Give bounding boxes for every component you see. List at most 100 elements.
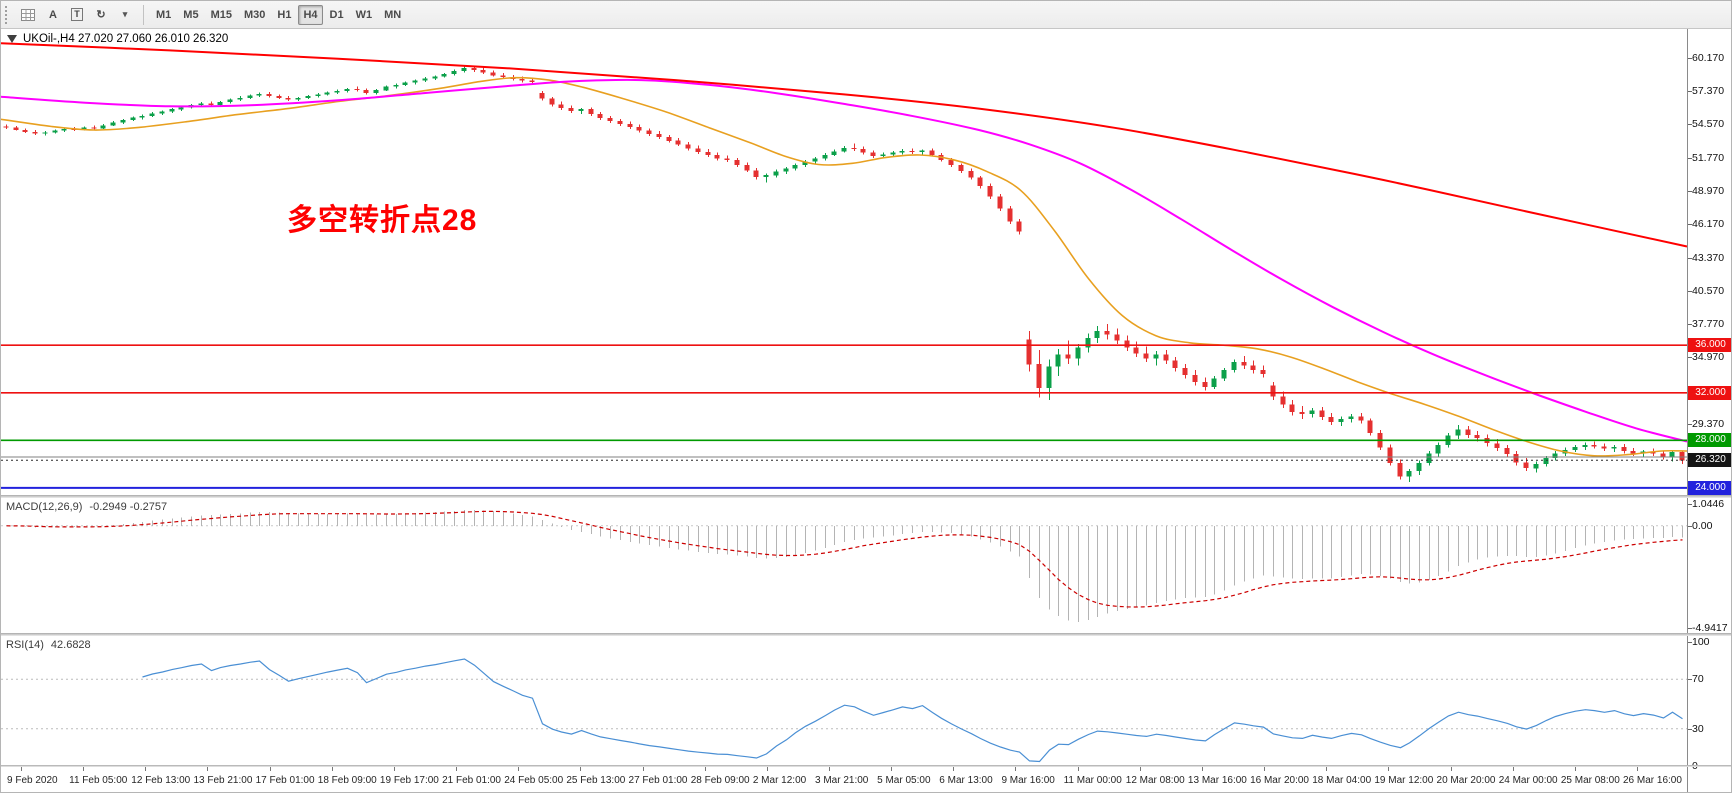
time-tick-mark (331, 767, 333, 771)
time-axis-label: 24 Mar 00:00 (1498, 775, 1558, 786)
time-axis-label: 19 Feb 17:00 (379, 775, 439, 786)
time-tick-mark (1388, 767, 1390, 771)
time-tick-mark (1637, 767, 1638, 771)
time-tick-mark (269, 767, 271, 771)
axis-tick-mark (1688, 91, 1692, 93)
time-tick-mark (704, 767, 706, 771)
price-line-badge-28.000: 28.000 (1688, 433, 1731, 448)
font-a-icon[interactable]: A (42, 5, 64, 25)
time-tick-mark (580, 767, 582, 771)
one-click-trading-toggle[interactable] (7, 35, 17, 43)
rsi-label: RSI(14) 42.6828 (6, 639, 91, 651)
time-tick-mark (21, 767, 22, 771)
rsi-value: 42.6828 (50, 639, 91, 651)
chart-annotation-text[interactable]: 多空转折点28 (287, 204, 478, 237)
toolbar: A T ↻ ▾ M1 M5 M15 M30 H1 H4 D1 W1 MN (1, 1, 1731, 29)
time-tick-mark (1512, 767, 1514, 771)
rsi-axis-label: 100 (1692, 636, 1710, 648)
timeframe-toolbar: M1 M5 M15 M30 H1 H4 D1 W1 MN (150, 4, 407, 25)
timeframe-button-d1[interactable]: D1 (325, 5, 349, 25)
time-tick-mark (456, 767, 458, 771)
timeframe-button-m30[interactable]: M30 (239, 5, 270, 25)
time-axis-label: 25 Feb 13:00 (566, 775, 626, 786)
text-tool-icon[interactable]: T (66, 5, 88, 25)
time-axis-label: 28 Feb 09:00 (690, 775, 750, 786)
dropdown-caret-icon[interactable]: ▾ (114, 5, 136, 25)
timeframe-button-m5[interactable]: M5 (178, 5, 203, 25)
time-axis-label: 21 Feb 01:00 (442, 775, 501, 786)
toolbar-grip[interactable] (5, 5, 10, 24)
slow-ma-line (1, 42, 1688, 248)
time-axis-label: 11 Feb 05:00 (69, 775, 128, 786)
price-axis-label: 60.170 (1692, 51, 1725, 64)
price-axis-label: 34.970 (1692, 351, 1725, 364)
time-axis-label: 17 Feb 01:00 (255, 775, 315, 786)
price-line-badge-24.000: 24.000 (1688, 480, 1731, 495)
axis-tick-mark (1688, 679, 1692, 681)
time-tick-mark (145, 767, 147, 771)
axis-tick-mark (1688, 357, 1692, 359)
mid-ma-line (1, 78, 1688, 443)
rsi-name: RSI(14) (6, 639, 44, 651)
axis-tick-mark (1688, 124, 1692, 126)
time-tick-mark (518, 767, 520, 771)
time-tick-mark (207, 767, 209, 771)
time-axis-label: 12 Feb 13:00 (131, 775, 191, 786)
timeframe-button-w1[interactable]: W1 (351, 5, 378, 25)
chart-grid-icon-glyph (21, 8, 35, 21)
time-axis-label: 12 Mar 08:00 (1125, 775, 1185, 786)
axis-tick-mark (1688, 191, 1692, 193)
axis-tick-mark (1688, 57, 1692, 59)
text-tool-glyph: T (71, 8, 83, 21)
time-tick-mark (1015, 767, 1017, 771)
timeframe-button-h1[interactable]: H1 (272, 5, 296, 25)
axis-tick-mark (1688, 224, 1692, 226)
time-tick-mark (1326, 767, 1328, 771)
timeframe-button-m1[interactable]: M1 (151, 5, 176, 25)
time-axis-label: 26 Mar 16:00 (1623, 775, 1682, 786)
price-line-badge-32.000: 32.000 (1688, 385, 1731, 400)
macd-axis-label: 0.00 (1692, 519, 1713, 532)
time-axis[interactable]: 9 Feb 2020 11 Feb 05:00 12 Feb 13:00 13 Feb… (1, 767, 1687, 792)
axis-tick-mark (1688, 290, 1692, 292)
axis-tick-mark (1688, 504, 1692, 506)
time-tick-mark (83, 767, 85, 771)
time-tick-mark (1077, 767, 1079, 771)
axis-tick-mark (1688, 257, 1692, 259)
macd-values: -0.2949 -0.2757 (89, 501, 168, 513)
time-axis-label: 18 Feb 09:00 (317, 775, 377, 786)
price-axis-label: 54.570 (1692, 118, 1725, 131)
time-tick-mark (891, 767, 893, 771)
axis-tick-mark (1688, 157, 1692, 159)
time-tick-mark (953, 767, 955, 771)
refresh-icon[interactable]: ↻ (90, 5, 112, 25)
timeframe-button-m15[interactable]: M15 (206, 5, 237, 25)
time-axis-label: 6 Mar 13:00 (939, 775, 993, 786)
time-tick-mark (1574, 767, 1576, 771)
panel-separator-macd-rsi[interactable] (1, 633, 1731, 636)
axis-tick-mark (1688, 424, 1692, 426)
macd-axis-label: -4.9417 (1692, 621, 1728, 634)
horizontal-line-objects[interactable] (1, 344, 1687, 489)
axis-tick-mark (1688, 728, 1692, 730)
price-axis[interactable]: 60.170 57.370 54.570 51.770 48.970 46.170 43.3… (1687, 29, 1731, 792)
macd-indicator (1, 510, 1687, 622)
toolbar-separator (143, 4, 144, 25)
time-axis-label: 3 Mar 21:00 (815, 775, 869, 786)
symbol-ohlc-title: UKOil-,H4 27.020 27.060 26.010 26.320 (23, 33, 229, 45)
time-tick-mark (829, 767, 830, 771)
panel-separator-main-macd[interactable] (1, 495, 1731, 498)
panel-separator-rsi-timeaxis[interactable] (1, 765, 1731, 767)
current-price-badge: 26.320 (1688, 453, 1731, 468)
time-axis-label: 9 Mar 16:00 (1001, 775, 1055, 786)
chart-grid-icon[interactable] (16, 5, 40, 25)
time-tick-mark (1264, 767, 1266, 771)
timeframe-button-mn[interactable]: MN (379, 5, 406, 25)
time-axis-label: 16 Mar 20:00 (1250, 775, 1309, 786)
fast-ma-line (1, 76, 1688, 457)
timeframe-button-h4[interactable]: H4 (298, 4, 323, 25)
price-axis-label: 51.770 (1692, 151, 1725, 164)
chart-title-row: UKOil-,H4 27.020 27.060 26.010 26.320 (7, 33, 228, 45)
